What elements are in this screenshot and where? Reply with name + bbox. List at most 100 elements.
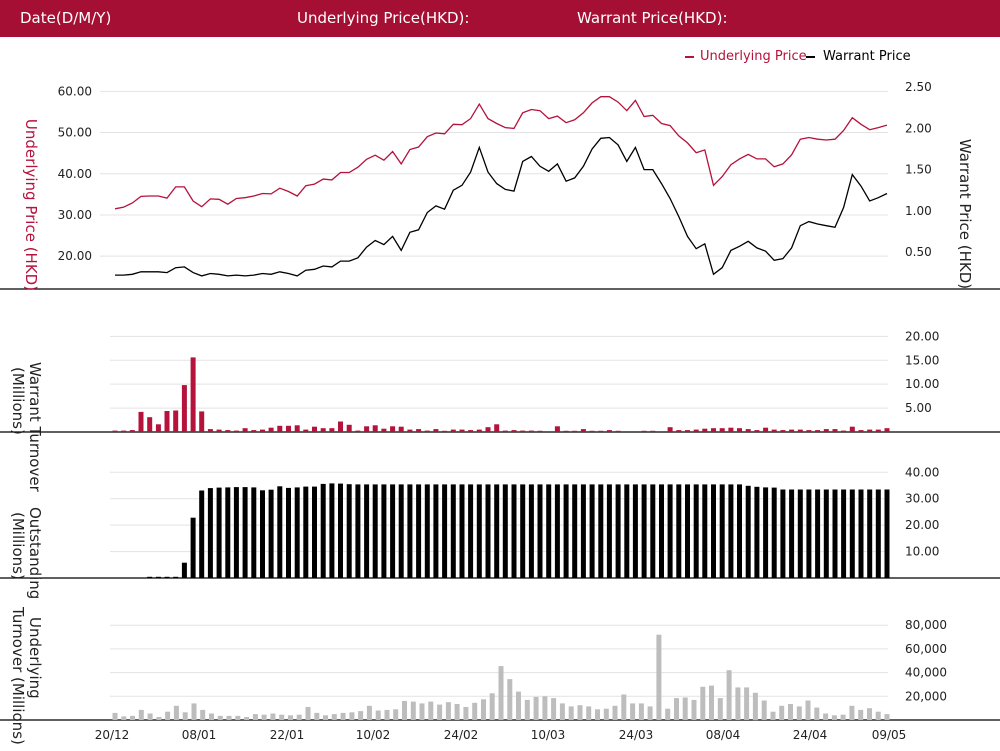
underlying-turnover-bar <box>603 708 609 720</box>
underlying-turnover-bar <box>165 711 171 720</box>
underlying-turnover-bar <box>340 712 346 720</box>
underlying-turnover-bar <box>551 698 557 720</box>
y-tick-label-right: 0.50 <box>905 245 932 259</box>
warrant-turnover-bar <box>789 429 795 432</box>
underlying-turnover-bar <box>884 714 890 720</box>
underlying-turnover-bar <box>805 700 811 720</box>
y-tick-label-right: 10.00 <box>905 377 939 391</box>
underlying-turnover-bar <box>867 708 872 720</box>
warrant-turnover-bar <box>442 430 448 432</box>
warrant-turnover-bar <box>589 430 595 432</box>
warrant-turnover-bar <box>780 430 786 432</box>
warrant-turnover-bar <box>667 427 673 432</box>
outstanding-bar <box>468 484 474 578</box>
y-axis-label: (Millions) <box>9 512 27 580</box>
warrant-turnover-bar <box>294 425 300 432</box>
warrant-turnover-bar <box>164 411 170 432</box>
outstanding-bar <box>797 489 803 578</box>
warrant-turnover-bar <box>849 426 855 432</box>
warrant-turnover-bar <box>502 430 508 432</box>
outstanding-bar <box>806 489 812 578</box>
underlying-turnover-bar <box>577 705 583 720</box>
warrant-turnover-bar <box>572 430 578 432</box>
warrant-turnover-bar <box>606 430 612 432</box>
underlying-price-line <box>114 96 888 210</box>
underlying-turnover-bar <box>744 687 750 720</box>
gridlines <box>100 90 888 697</box>
warrant-turnover-bar <box>537 430 543 432</box>
underlying-turnover-bar <box>288 715 293 720</box>
outstanding-bar <box>884 489 890 578</box>
warrant-turnover-bar <box>641 430 647 432</box>
underlying-turnover-bar <box>849 705 855 720</box>
y-tick-label-left: 50.00 <box>58 126 92 140</box>
outstanding-bar <box>329 483 335 578</box>
outstanding-bar <box>390 484 396 578</box>
outstanding-bar <box>442 484 448 578</box>
underlying-turnover-bar <box>691 699 697 720</box>
underlying-turnover-bar <box>779 705 785 720</box>
outstanding-bar <box>754 486 760 578</box>
warrant-turnover-bar <box>225 430 231 432</box>
outstanding-bar <box>728 484 734 578</box>
y-tick-label-right: 1.50 <box>905 163 932 177</box>
outstanding-bar <box>537 484 543 578</box>
warrant-turnover-bar <box>381 428 387 432</box>
underlying-turnover-bar <box>638 703 644 720</box>
underlying-turnover-bar <box>121 716 127 720</box>
warrant-turnover-bar <box>468 430 474 432</box>
y-tick-label-right: 60,000 <box>905 642 947 656</box>
outstanding-bar <box>155 576 161 578</box>
legend-label-underlying: Underlying Price <box>700 49 807 64</box>
outstanding-bar <box>841 489 847 578</box>
y-tick-label-right: 40,000 <box>905 666 947 680</box>
outstanding-bar <box>711 484 716 578</box>
outstanding-bar <box>580 484 586 578</box>
outstanding-bar <box>199 490 205 578</box>
outstanding-bar <box>173 576 179 578</box>
outstanding-bar <box>502 484 508 578</box>
y-tick-label-right: 80,000 <box>905 618 947 632</box>
outstanding-bar <box>849 489 855 578</box>
warrant-turnover-bar <box>364 426 370 432</box>
outstanding-bar <box>260 490 265 578</box>
warrant-turnover-bar <box>615 430 621 432</box>
warrant-turnover-bar <box>511 430 517 432</box>
warrant-turnover-bar <box>346 424 352 432</box>
outstanding-bar <box>147 576 153 578</box>
outstanding-bar <box>650 484 656 578</box>
warrant-turnover-bar <box>858 430 864 432</box>
outstanding-bar <box>216 487 222 578</box>
warrant-turnover-bar <box>329 428 335 432</box>
warrant-turnover-bar <box>554 426 560 432</box>
warrant-turnover-bar <box>207 429 213 432</box>
x-tick-label: 22/01 <box>270 728 305 742</box>
outstanding-bar <box>693 484 699 578</box>
outstanding-bar <box>745 485 751 578</box>
underlying-turnover-bar <box>761 700 767 720</box>
outstanding-bar <box>424 484 430 578</box>
outstanding-bar <box>407 484 413 578</box>
warrant-turnover-bar <box>476 429 482 432</box>
y-tick-label-right: 1.00 <box>905 204 932 218</box>
warrant-turnover-bar <box>416 429 422 432</box>
y-axis-label: Warrant Turnover <box>26 362 44 493</box>
underlying-turnover-bar <box>875 711 881 720</box>
underlying-turnover-bar <box>217 715 223 720</box>
outstanding-bar <box>268 489 274 578</box>
underlying-turnover-bar <box>235 715 241 720</box>
warrant-turnover-bar <box>494 424 500 432</box>
date-label: Date(D/M/Y) <box>20 9 112 27</box>
outstanding-bar <box>511 484 517 578</box>
underlying-turnover-bar <box>533 696 539 720</box>
underlying-turnover-bar <box>507 679 513 720</box>
underlying-turnover-bar <box>814 707 820 720</box>
underlying-turnover-bar <box>621 694 627 720</box>
warrant-turnover-bar <box>728 427 734 432</box>
legend-swatch-warrant <box>806 56 815 58</box>
warrant-turnover-bar <box>286 425 291 432</box>
underlying-turnover-bar <box>796 706 802 720</box>
warrant-turnover-bar <box>277 425 283 432</box>
outstanding-bar <box>528 484 534 578</box>
underlying-turnover-bar <box>252 714 258 720</box>
